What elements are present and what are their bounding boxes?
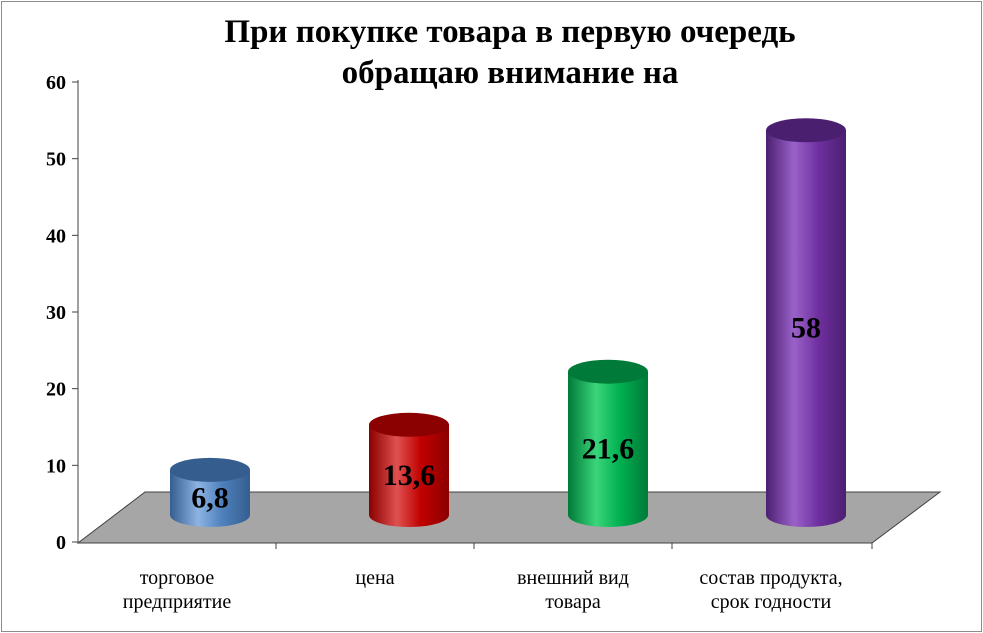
y-axis: 0 10 20 30 40 50 60: [46, 72, 873, 554]
bar-1: [369, 412, 449, 527]
y-tick-label: 10: [46, 455, 66, 477]
x-tick-label: внешний вид товара: [517, 567, 629, 613]
y-tick-label: 40: [46, 225, 66, 247]
bar-body: [170, 469, 250, 527]
bar-3: [766, 118, 846, 527]
bar-body: [568, 371, 648, 527]
bar-top: [170, 457, 250, 482]
bar-body: [766, 130, 846, 527]
y-tick-label: 60: [46, 72, 66, 94]
y-tick-label: 50: [46, 149, 66, 171]
chart-title-line-1: При покупке товара в первую очередь: [224, 14, 796, 50]
x-tick-label-line: цена: [355, 567, 394, 589]
data-label: 21,6: [582, 432, 635, 465]
y-tick-label: 0: [56, 532, 66, 554]
y-tick-label: 20: [46, 379, 66, 401]
x-tick-label-line: состав продукта,: [699, 567, 842, 589]
x-tick-label: торговое предприятие: [123, 567, 232, 613]
chart-title-line-2: обращаю внимание на: [341, 55, 679, 91]
data-label: 13,6: [383, 459, 436, 492]
x-tick-label: состав продукта, срок годности: [699, 567, 842, 613]
bar-2: [568, 359, 648, 527]
x-tick-label-line: торговое: [140, 567, 215, 589]
bar-top: [766, 118, 846, 143]
x-tick-label-line: срок годности: [711, 591, 832, 613]
x-tick-label-line: предприятие: [123, 591, 232, 613]
bar-top: [568, 359, 648, 384]
category-labels: торговое предприятие цена внешний вид товара…: [123, 567, 843, 613]
bar-top: [369, 412, 449, 437]
bar-body: [369, 424, 449, 527]
x-tick-label-line: внешний вид: [517, 567, 629, 589]
x-tick-label-line: товара: [545, 591, 601, 613]
x-tick-label: цена: [355, 567, 394, 589]
data-label: 58: [791, 312, 821, 345]
y-tick-label: 30: [46, 302, 66, 324]
bar-0: [170, 457, 250, 527]
chart-title: При покупке товара в первую очередь обра…: [150, 12, 870, 94]
data-label: 6,8: [191, 481, 229, 514]
bars-group: 6,8 13,6 21,6 58: [170, 118, 846, 527]
